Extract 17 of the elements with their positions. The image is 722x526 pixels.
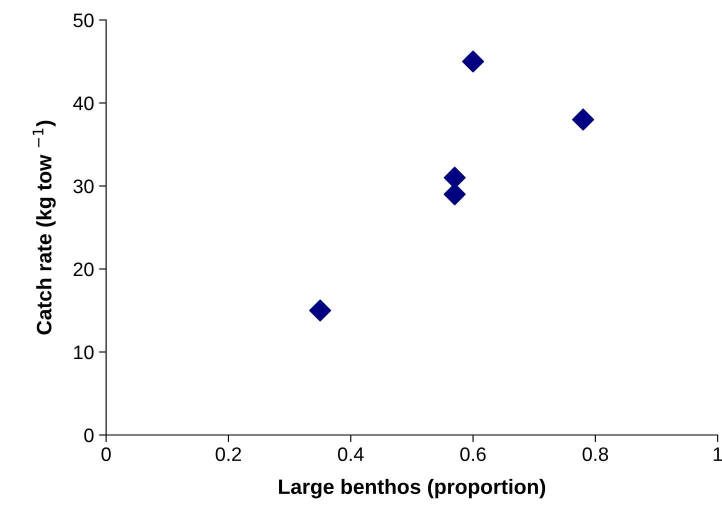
x-tick-label: 0.4 [338, 447, 364, 462]
y-tick-label: 0 [84, 428, 94, 442]
x-axis-title: Large benthos (proportion) [279, 478, 546, 498]
y-tick-label: 30 [73, 179, 94, 194]
x-tick-label: 0.8 [582, 447, 608, 462]
y-axis-title: Catch rate (kg tow $^{−1}$) [32, 120, 56, 334]
y-tick-label: 10 [74, 345, 94, 360]
x-tick-label: 0 [101, 447, 111, 462]
point [462, 50, 484, 72]
y-tick-label: 20 [74, 262, 94, 276]
point [572, 108, 594, 131]
x-tick-label: 0.6 [460, 447, 486, 462]
point [309, 300, 332, 322]
y-tick-label: 50 [73, 13, 94, 28]
x-tick-label: 0.2 [216, 447, 241, 462]
y-tick-label: 40 [73, 96, 94, 110]
x-tick-label: 1 [714, 448, 722, 461]
